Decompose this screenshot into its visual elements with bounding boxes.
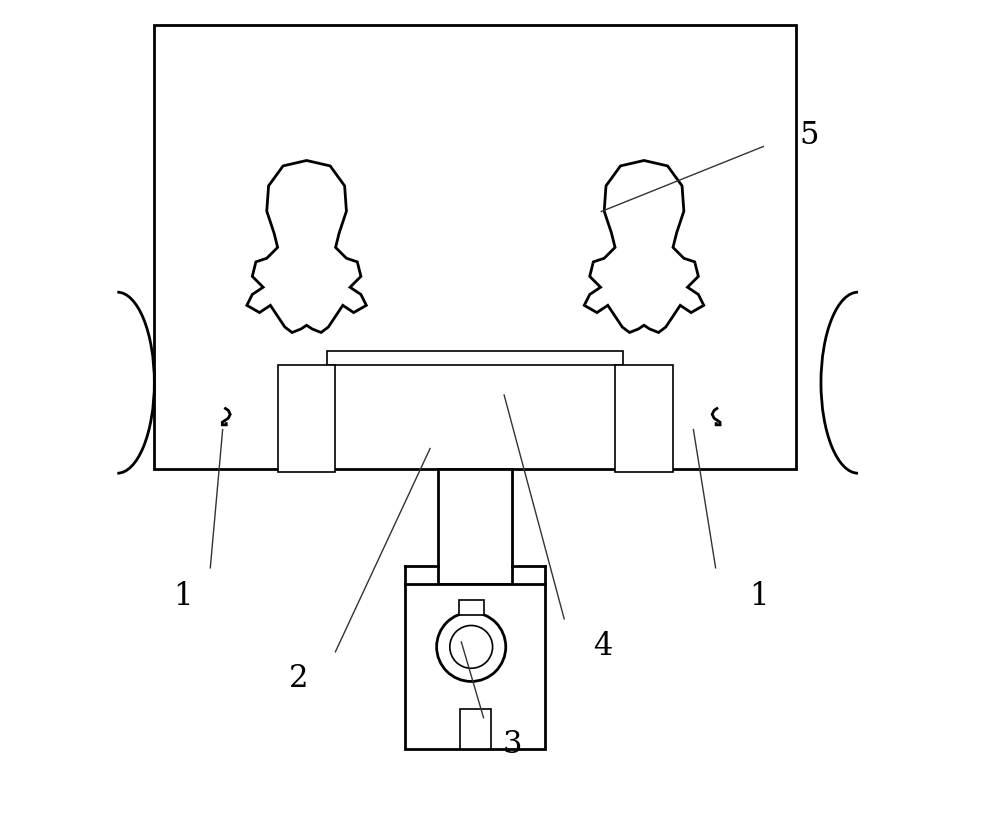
Bar <box>327 351 623 365</box>
Bar <box>460 709 491 749</box>
Bar <box>278 365 335 472</box>
Bar <box>405 584 545 749</box>
Text: 1: 1 <box>749 581 769 612</box>
Text: 2: 2 <box>289 663 308 695</box>
Text: 5: 5 <box>799 120 818 151</box>
Bar <box>154 25 796 469</box>
Bar <box>459 600 484 615</box>
Text: 1: 1 <box>173 581 193 612</box>
Bar <box>615 365 673 472</box>
Text: 4: 4 <box>593 630 612 662</box>
Text: 3: 3 <box>503 729 522 760</box>
Bar <box>438 469 512 584</box>
